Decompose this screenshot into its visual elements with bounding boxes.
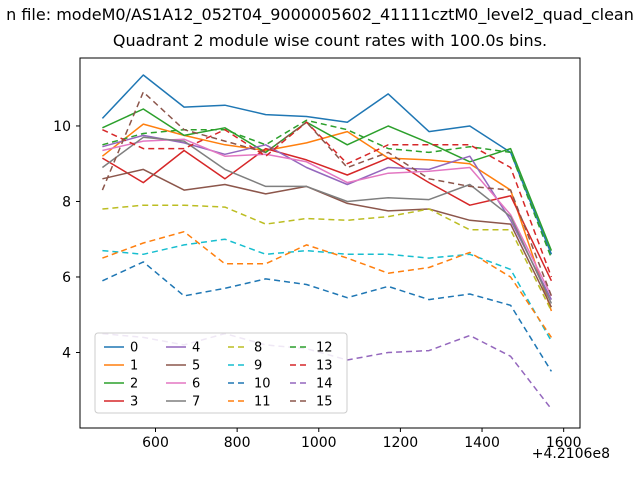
chart-title: Quadrant 2 module wise count rates with … bbox=[112, 31, 548, 50]
legend-label: 12 bbox=[316, 341, 333, 356]
y-tick-label: 8 bbox=[62, 194, 71, 210]
legend-entry-8: 8 bbox=[228, 341, 262, 356]
legend-entry-2: 2 bbox=[104, 377, 138, 392]
series-15-line bbox=[101, 91, 553, 297]
legend-entry-9: 9 bbox=[228, 359, 262, 374]
series-3-line bbox=[102, 147, 553, 282]
x-tick-label: 1200 bbox=[383, 435, 419, 451]
axes-frame bbox=[79, 57, 581, 429]
series-8-line bbox=[102, 204, 553, 312]
legend-entry-11: 11 bbox=[228, 395, 271, 410]
series-11-line bbox=[102, 230, 553, 338]
legend-entry-3: 3 bbox=[104, 395, 138, 410]
legend-entry-14: 14 bbox=[290, 377, 333, 392]
legend-label: 1 bbox=[130, 359, 138, 374]
legend-label: 10 bbox=[254, 377, 271, 392]
legend-entry-1: 1 bbox=[104, 359, 138, 374]
y-tick-label: 10 bbox=[53, 119, 71, 135]
series-13-line bbox=[102, 121, 553, 278]
legend-label: 14 bbox=[316, 377, 333, 392]
series-10-line bbox=[102, 261, 553, 372]
series-2-line bbox=[102, 108, 553, 251]
x-tick-label: 1400 bbox=[464, 435, 500, 451]
x-tick-label: 1600 bbox=[546, 435, 582, 451]
series-12-line bbox=[102, 119, 553, 259]
legend-entry-6: 6 bbox=[166, 377, 200, 392]
series-4-line bbox=[102, 134, 553, 300]
series-6-line bbox=[102, 138, 553, 297]
legend-label: 6 bbox=[192, 377, 200, 392]
legend-label: 5 bbox=[192, 359, 200, 374]
series-7-line bbox=[101, 136, 553, 304]
legend-label: 15 bbox=[316, 395, 333, 410]
legend-entry-13: 13 bbox=[290, 359, 333, 374]
legend-entry-4: 4 bbox=[166, 341, 200, 356]
file-title: n file: modeM0/AS1A12_052T04_9000005602_… bbox=[6, 5, 634, 24]
series-9-line bbox=[102, 238, 553, 342]
legend-entry-0: 0 bbox=[104, 341, 138, 356]
legend-label: 8 bbox=[254, 341, 262, 356]
legend-entry-7: 7 bbox=[166, 395, 200, 410]
legend-label: 2 bbox=[130, 377, 138, 392]
legend-label: 9 bbox=[254, 359, 262, 374]
legend-box bbox=[94, 332, 348, 414]
x-axis-offset-label: +4.2106e8 bbox=[531, 446, 610, 462]
x-tick-label: 1000 bbox=[301, 435, 337, 451]
legend-label: 0 bbox=[130, 341, 138, 356]
legend-label: 13 bbox=[316, 359, 333, 374]
legend-entry-12: 12 bbox=[290, 341, 333, 356]
x-tick-label: 800 bbox=[224, 435, 251, 451]
series-0-line bbox=[101, 74, 553, 255]
y-tick-label: 6 bbox=[62, 270, 71, 286]
legend-entry-5: 5 bbox=[166, 359, 200, 374]
legend-entry-15: 15 bbox=[290, 395, 333, 410]
legend-entry-10: 10 bbox=[228, 377, 271, 392]
legend-label: 7 bbox=[192, 395, 200, 410]
legend-label: 3 bbox=[130, 395, 138, 410]
legend-label: 11 bbox=[254, 395, 271, 410]
x-tick-label: 600 bbox=[142, 435, 169, 451]
legend-label: 4 bbox=[192, 341, 200, 356]
series-5-line bbox=[102, 168, 553, 308]
y-tick-label: 4 bbox=[62, 345, 71, 361]
